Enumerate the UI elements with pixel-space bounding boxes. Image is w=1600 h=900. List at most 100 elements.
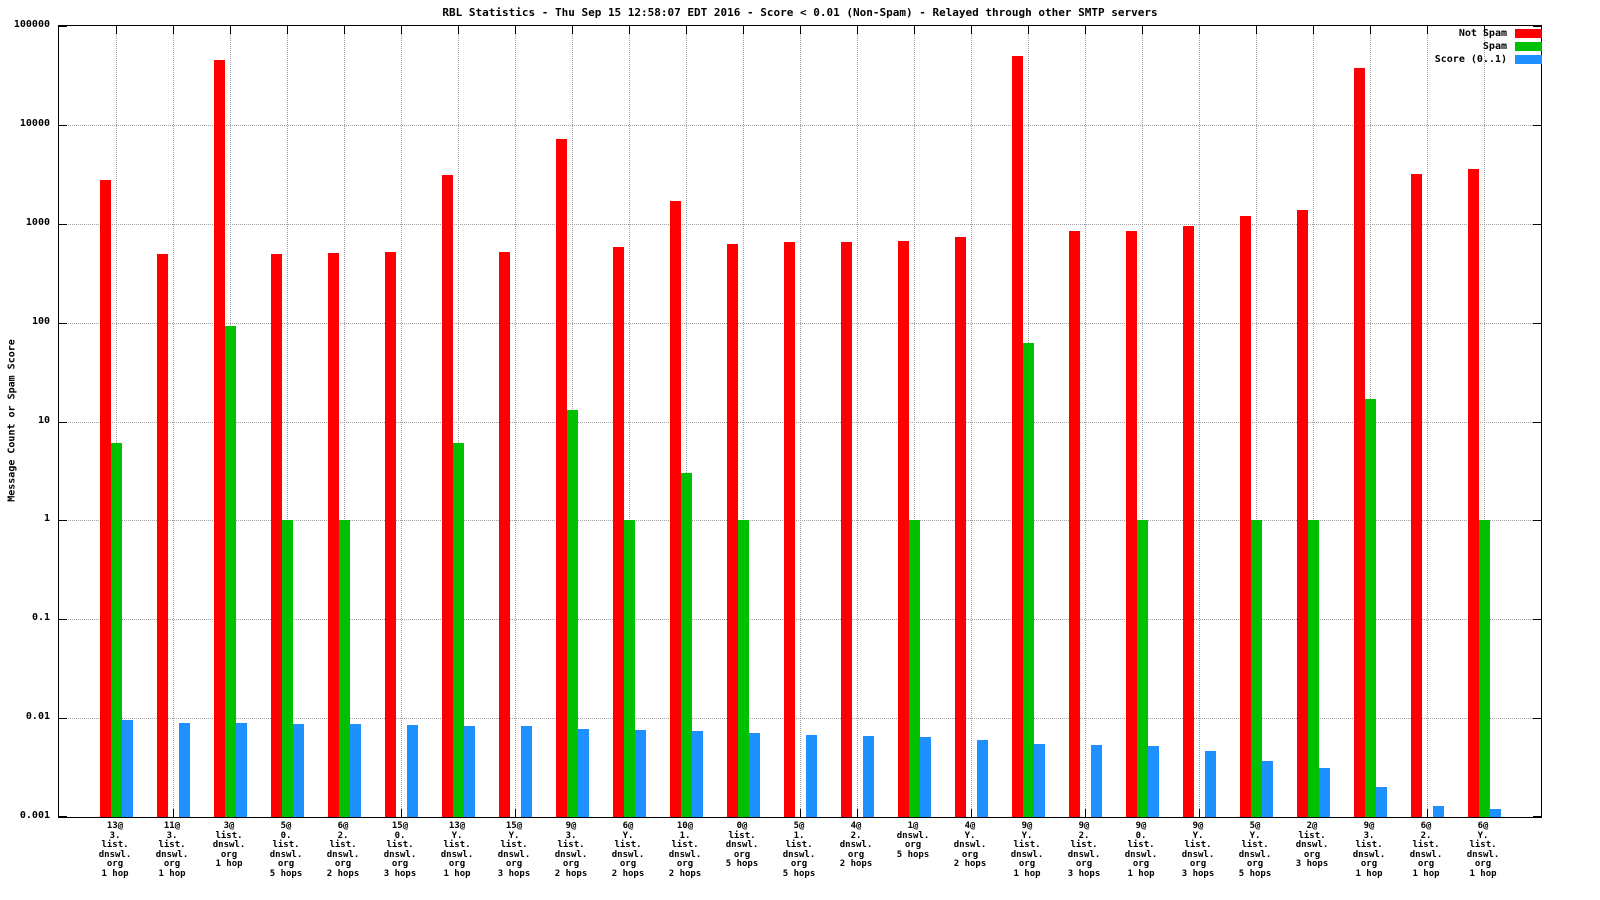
bar-score bbox=[1261, 760, 1273, 817]
legend-swatch-green bbox=[1515, 42, 1542, 51]
v-gridline bbox=[344, 26, 345, 817]
legend-item-spam: Spam bbox=[1435, 40, 1542, 53]
x-tick-mark bbox=[173, 809, 174, 817]
bar-spam bbox=[908, 520, 920, 817]
x-tick-mark bbox=[857, 809, 858, 817]
y-tick-label: 0.1 bbox=[31, 612, 50, 624]
bar-spam bbox=[737, 520, 749, 817]
legend-item-score: Score (0..1) bbox=[1435, 53, 1542, 66]
bar-not-spam bbox=[1068, 231, 1080, 817]
y-tick-label: 10000 bbox=[19, 117, 50, 129]
y-tick-mark bbox=[1533, 816, 1541, 817]
bar-score bbox=[1033, 743, 1045, 817]
bar-not-spam bbox=[327, 252, 339, 817]
x-tick-mark bbox=[1484, 26, 1485, 34]
x-tick-mark bbox=[1199, 26, 1200, 34]
legend-label-score: Score (0..1) bbox=[1434, 54, 1507, 65]
x-tick-label: 9@ Y. list. dnswl. org 1 hop bbox=[1010, 821, 1044, 879]
bar-not-spam bbox=[783, 242, 795, 817]
v-gridline bbox=[629, 26, 630, 817]
bar-spam bbox=[1307, 520, 1319, 817]
x-tick-label: 13@ 3. list. dnswl. org 1 hop bbox=[98, 821, 132, 879]
bar-spam bbox=[452, 443, 464, 817]
x-tick-mark bbox=[1313, 26, 1314, 34]
bar-score bbox=[919, 737, 931, 817]
v-gridline bbox=[1484, 26, 1485, 817]
x-tick-mark bbox=[800, 809, 801, 817]
y-tick-mark bbox=[1533, 718, 1541, 720]
x-tick-label: 5@ 0. list. dnswl. org 5 hops bbox=[269, 821, 303, 879]
x-tick-mark bbox=[458, 26, 459, 34]
v-gridline bbox=[1313, 26, 1314, 817]
x-tick-label: 1@ dnswl. org 5 hops bbox=[896, 821, 930, 860]
bar-score bbox=[1147, 746, 1159, 817]
v-gridline bbox=[287, 26, 288, 817]
x-tick-label: 5@ 1. list. dnswl. org 5 hops bbox=[782, 821, 816, 879]
y-tick-label: 1000 bbox=[25, 216, 50, 228]
bar-score bbox=[976, 740, 988, 817]
y-tick-mark bbox=[1533, 421, 1541, 423]
x-tick-mark bbox=[1199, 809, 1200, 817]
bar-spam bbox=[281, 520, 293, 817]
bar-score bbox=[349, 724, 361, 817]
v-gridline bbox=[914, 26, 915, 817]
plot-area bbox=[58, 25, 1542, 818]
bar-not-spam bbox=[555, 138, 567, 817]
bar-score bbox=[748, 733, 760, 817]
bar-score bbox=[235, 723, 247, 817]
x-tick-mark bbox=[116, 26, 117, 34]
bar-score bbox=[1489, 809, 1501, 817]
x-tick-label: 4@ 2. dnswl. org 2 hops bbox=[839, 821, 873, 869]
v-gridline bbox=[800, 26, 801, 817]
bar-score bbox=[463, 725, 475, 817]
v-gridline bbox=[1427, 26, 1428, 817]
v-gridline bbox=[1256, 26, 1257, 817]
x-tick-label: 4@ Y. dnswl. org 2 hops bbox=[953, 821, 987, 869]
legend-swatch-blue bbox=[1515, 55, 1542, 64]
bar-not-spam bbox=[156, 253, 168, 817]
bar-score bbox=[1432, 805, 1444, 817]
bar-score bbox=[406, 724, 418, 817]
y-tick-mark bbox=[59, 26, 67, 27]
x-tick-label: 15@ 0. list. dnswl. org 3 hops bbox=[383, 821, 417, 879]
x-tick-label: 5@ Y. list. dnswl. org 5 hops bbox=[1238, 821, 1272, 879]
bar-spam bbox=[224, 326, 236, 817]
x-tick-label: 9@ Y. list. dnswl. org 3 hops bbox=[1181, 821, 1215, 879]
bar-score bbox=[292, 723, 304, 817]
bar-not-spam bbox=[954, 237, 966, 817]
bar-score bbox=[121, 720, 133, 817]
v-gridline bbox=[1142, 26, 1143, 817]
bar-not-spam bbox=[612, 247, 624, 817]
x-tick-mark bbox=[287, 26, 288, 34]
x-tick-mark bbox=[743, 26, 744, 34]
v-gridline bbox=[1085, 26, 1086, 817]
bar-spam bbox=[1250, 520, 1262, 817]
y-tick-mark bbox=[1533, 223, 1541, 225]
bar-score bbox=[691, 731, 703, 817]
x-tick-label: 0@ list. dnswl. org 5 hops bbox=[725, 821, 759, 869]
x-tick-label: 6@ 2. list. dnswl. org 1 hop bbox=[1409, 821, 1443, 879]
v-gridline bbox=[401, 26, 402, 817]
bar-score bbox=[1204, 751, 1216, 817]
bar-score bbox=[520, 726, 532, 817]
y-tick-mark bbox=[1533, 520, 1541, 522]
bar-score bbox=[1090, 745, 1102, 817]
y-tick-mark bbox=[59, 520, 67, 522]
legend: Not Spam Spam Score (0..1) bbox=[1435, 27, 1542, 66]
legend-label-not-spam: Not Spam bbox=[1458, 28, 1507, 39]
x-tick-label: 9@ 0. list. dnswl. org 1 hop bbox=[1124, 821, 1158, 879]
bar-not-spam bbox=[1125, 231, 1137, 817]
y-tick-mark bbox=[1533, 619, 1541, 621]
bar-not-spam bbox=[99, 179, 111, 817]
x-tick-mark bbox=[971, 809, 972, 817]
bar-score bbox=[805, 734, 817, 817]
chart-title: RBL Statistics - Thu Sep 15 12:58:07 EDT… bbox=[442, 6, 1158, 19]
legend-swatch-red bbox=[1515, 29, 1542, 38]
x-tick-label: 9@ 2. list. dnswl. org 3 hops bbox=[1067, 821, 1101, 879]
x-tick-label: 9@ 3. list. dnswl. org 1 hop bbox=[1352, 821, 1386, 879]
y-tick-mark bbox=[59, 816, 67, 817]
bar-not-spam bbox=[1353, 67, 1365, 817]
x-tick-label: 6@ Y. list. dnswl. org 2 hops bbox=[611, 821, 645, 879]
bar-score bbox=[178, 722, 190, 817]
